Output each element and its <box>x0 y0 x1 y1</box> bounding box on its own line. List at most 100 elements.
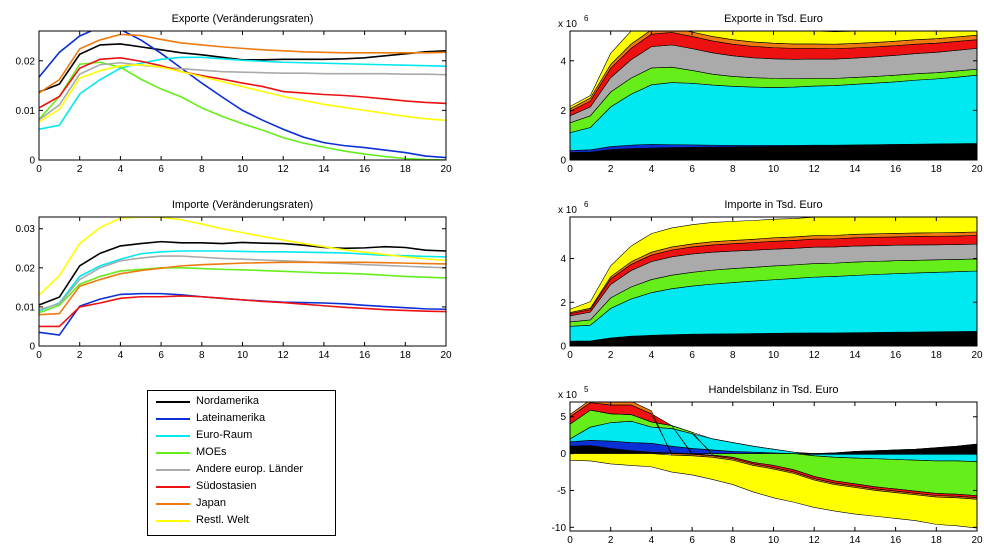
importe-rates-panel: 0 2 4 6 8 10 12 14 16 18 20 0 0.01 0.02 0.03 Importe (V… <box>16 199 452 361</box>
x-tick-label: 14 <box>318 350 330 361</box>
series-area-7 <box>570 217 977 313</box>
series-line-5 <box>39 295 446 328</box>
x-tick-label: 6 <box>689 164 695 175</box>
x-tick-label: 16 <box>890 535 902 546</box>
y-tick-label: 5 <box>560 412 566 423</box>
x-tick-label: 20 <box>440 164 452 175</box>
legend-item: Euro-Raum <box>148 428 335 444</box>
legend-label: Nordamerika <box>196 395 259 407</box>
chart-title: Exporte (Veränderungsraten) <box>172 13 314 25</box>
series-line-1 <box>39 31 446 159</box>
legend-item: MOEs <box>148 445 335 461</box>
legend-item: Japan <box>148 496 335 512</box>
x-tick-label: 2 <box>77 164 83 175</box>
x-tick-label: 18 <box>931 350 943 361</box>
x-tick-label: 6 <box>689 350 695 361</box>
legend-item: Südostasien <box>148 479 335 495</box>
y-tick-label: 0 <box>560 449 566 460</box>
x-tick-label: 8 <box>199 350 205 361</box>
x-tick-label: 18 <box>400 164 412 175</box>
x-tick-label: 14 <box>849 164 861 175</box>
x-tick-label: 4 <box>649 535 655 546</box>
y-tick-label: 0.01 <box>16 106 36 117</box>
legend-label: Lateinamerika <box>196 412 266 424</box>
legend-swatch <box>156 469 190 471</box>
x-tick-label: 18 <box>400 350 412 361</box>
legend-label: Euro-Raum <box>196 429 253 441</box>
exponent-value: 6 <box>584 200 589 209</box>
chart-title: Importe (Veränderungsraten) <box>172 199 313 211</box>
x-tick-label: 14 <box>849 535 861 546</box>
x-tick-label: 6 <box>158 164 164 175</box>
y-tick-label: 2 <box>560 106 566 117</box>
series-line-2 <box>39 56 446 131</box>
x-tick-label: 2 <box>77 350 83 361</box>
exponent-label: x 10 <box>558 19 577 30</box>
series-line-4 <box>39 255 446 311</box>
y-tick-label: 4 <box>560 254 566 265</box>
plot-content <box>39 217 446 336</box>
y-tick-label: 2 <box>560 298 566 309</box>
series-line-7 <box>39 217 446 296</box>
x-tick-label: 18 <box>931 164 943 175</box>
importe-tsd-panel: 0 2 4 6 8 10 12 14 16 18 20 0 2 4 Importe in Tsd. Euro… <box>558 199 983 361</box>
plot-content <box>39 31 446 160</box>
legend-item: Nordamerika <box>148 394 335 410</box>
x-tick-label: 4 <box>649 350 655 361</box>
x-tick-label: 0 <box>36 164 42 175</box>
x-tick-label: 0 <box>567 535 573 546</box>
y-tick-label: 0 <box>560 156 566 167</box>
x-tick-label: 6 <box>158 350 164 361</box>
x-tick-label: 10 <box>768 535 780 546</box>
x-tick-label: 10 <box>768 164 780 175</box>
plot-content <box>570 402 977 529</box>
x-tick-label: 8 <box>199 164 205 175</box>
legend-item: Restl. Welt <box>148 513 335 529</box>
x-tick-label: 2 <box>608 350 614 361</box>
legend-label: Restl. Welt <box>196 514 249 526</box>
x-tick-label: 8 <box>730 350 736 361</box>
x-tick-label: 4 <box>118 164 124 175</box>
y-tick-label: 0.02 <box>16 263 36 274</box>
plot-area <box>39 217 446 346</box>
x-tick-label: 8 <box>730 535 736 546</box>
legend-swatch <box>156 486 190 488</box>
legend-label: Japan <box>196 497 226 509</box>
x-tick-label: 0 <box>567 350 573 361</box>
y-tick-label: -5 <box>557 486 566 497</box>
x-tick-label: 12 <box>809 164 821 175</box>
x-tick-label: 2 <box>608 535 614 546</box>
x-tick-label: 14 <box>849 350 861 361</box>
y-tick-label: 0 <box>560 342 566 353</box>
exponent-value: 5 <box>584 385 589 394</box>
legend-item: Lateinamerika <box>148 411 335 427</box>
x-tick-label: 16 <box>890 164 902 175</box>
x-tick-label: 16 <box>890 350 902 361</box>
x-tick-label: 12 <box>809 535 821 546</box>
legend-item: Andere europ. Länder <box>148 462 335 478</box>
x-tick-label: 16 <box>359 350 371 361</box>
series-area-7 <box>570 453 977 529</box>
chart-title: Handelsbilanz in Tsd. Euro <box>708 384 838 396</box>
legend: Nordamerika Lateinamerika Euro-Raum MOEs… <box>147 390 336 536</box>
series-area-4 <box>570 409 977 454</box>
x-tick-label: 6 <box>689 535 695 546</box>
plot-content <box>570 31 977 160</box>
x-tick-label: 12 <box>809 350 821 361</box>
exporte-rates-panel: 0 2 4 6 8 10 12 14 16 18 20 0 0.01 0.02 Exporte (Verän… <box>16 13 452 175</box>
x-tick-label: 0 <box>36 350 42 361</box>
series-line-4 <box>39 61 446 121</box>
x-tick-label: 10 <box>768 350 780 361</box>
series-line-6 <box>39 33 446 94</box>
y-tick-label: 0.03 <box>16 224 36 235</box>
x-tick-label: 20 <box>440 350 452 361</box>
exponent-label: x 10 <box>558 205 577 216</box>
legend-swatch <box>156 418 190 420</box>
legend-label: Südostasien <box>196 480 257 492</box>
series-line-3 <box>39 267 446 314</box>
x-tick-label: 16 <box>359 164 371 175</box>
x-tick-label: 10 <box>237 164 249 175</box>
exponent-value: 6 <box>584 14 589 23</box>
x-tick-label: 4 <box>649 164 655 175</box>
